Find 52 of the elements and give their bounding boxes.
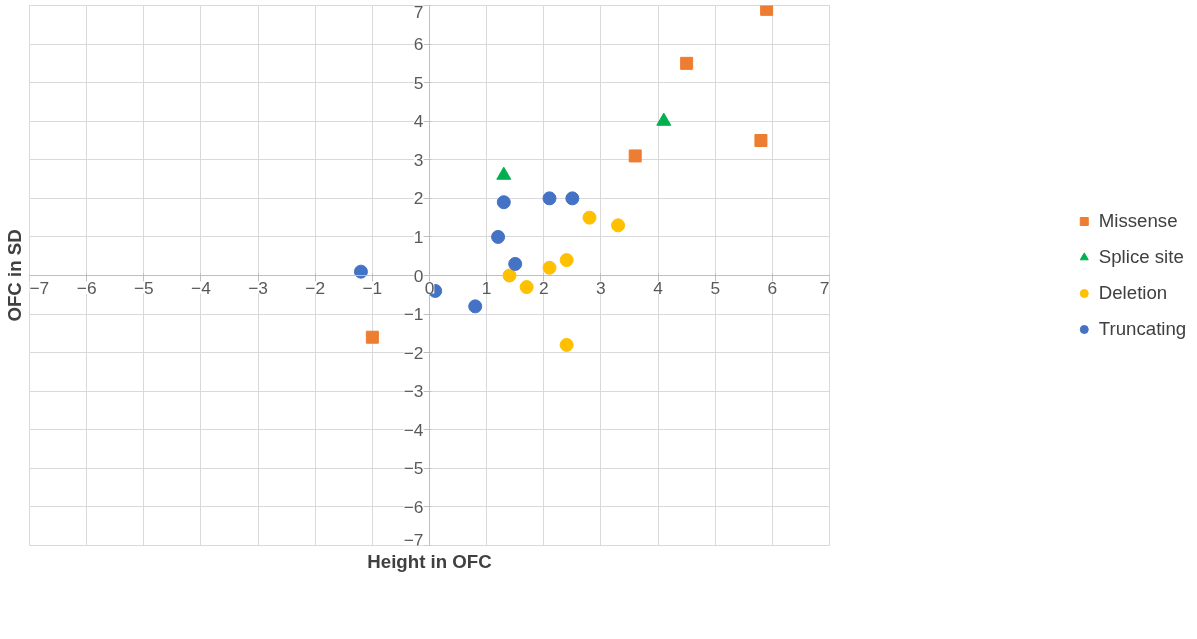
point: [508, 256, 523, 271]
y-axis-title: OFC in SD: [3, 229, 25, 322]
x-tick-label: −7: [29, 277, 50, 298]
y-tick-label: −1: [403, 304, 424, 325]
x-tick-label: 5: [710, 277, 721, 298]
point: [365, 330, 379, 344]
y-tick-label: 5: [413, 72, 424, 93]
point: [468, 299, 483, 314]
legend-label: Splice site: [1098, 246, 1184, 268]
y-tick-label: 3: [413, 149, 424, 170]
y-tick-label: −4: [403, 419, 424, 440]
x-tick-label: −5: [133, 277, 154, 298]
point: [542, 260, 557, 275]
y-tick-label: 7: [413, 1, 424, 22]
x-tick-label: 4: [653, 277, 664, 298]
point: [582, 210, 597, 225]
y-tick-label: 1: [413, 226, 424, 247]
point: [496, 195, 511, 210]
x-tick-label: −2: [305, 277, 326, 298]
x-tick-label: 1: [481, 277, 492, 298]
point: [760, 5, 774, 16]
y-tick-label: −3: [403, 381, 424, 402]
y-tick-label: 4: [413, 111, 424, 132]
legend-label: Truncating: [1098, 318, 1187, 340]
y-tick-label: −7: [403, 529, 424, 550]
y-tick-label: −5: [403, 458, 424, 479]
point: [559, 337, 574, 352]
y-tick-label: −2: [403, 342, 424, 363]
x-tick-label: 3: [596, 277, 606, 298]
point: [754, 134, 768, 147]
point: [353, 264, 368, 279]
point: [680, 56, 694, 70]
x-tick-label: 7: [819, 277, 830, 298]
x-tick-label: 6: [767, 277, 778, 298]
x-tick-label: −6: [76, 277, 97, 298]
point: [565, 191, 580, 206]
x-tick-label: −3: [248, 277, 268, 298]
x-tick-label: −1: [362, 277, 383, 298]
legend-label: Deletion: [1098, 282, 1168, 304]
point: [519, 280, 534, 295]
y-tick-label: −6: [403, 496, 424, 517]
point: [628, 149, 642, 163]
point: [559, 253, 574, 268]
y-tick-label: 2: [413, 188, 424, 209]
x-axis-title: Height in OFC: [367, 550, 492, 572]
y-tick-label: 6: [413, 34, 424, 55]
point: [491, 229, 506, 244]
x-tick-label: 2: [538, 277, 549, 298]
point: [542, 191, 557, 206]
legend-label: Missense: [1098, 210, 1178, 232]
point: [611, 218, 626, 233]
x-tick-label: −4: [191, 277, 212, 298]
